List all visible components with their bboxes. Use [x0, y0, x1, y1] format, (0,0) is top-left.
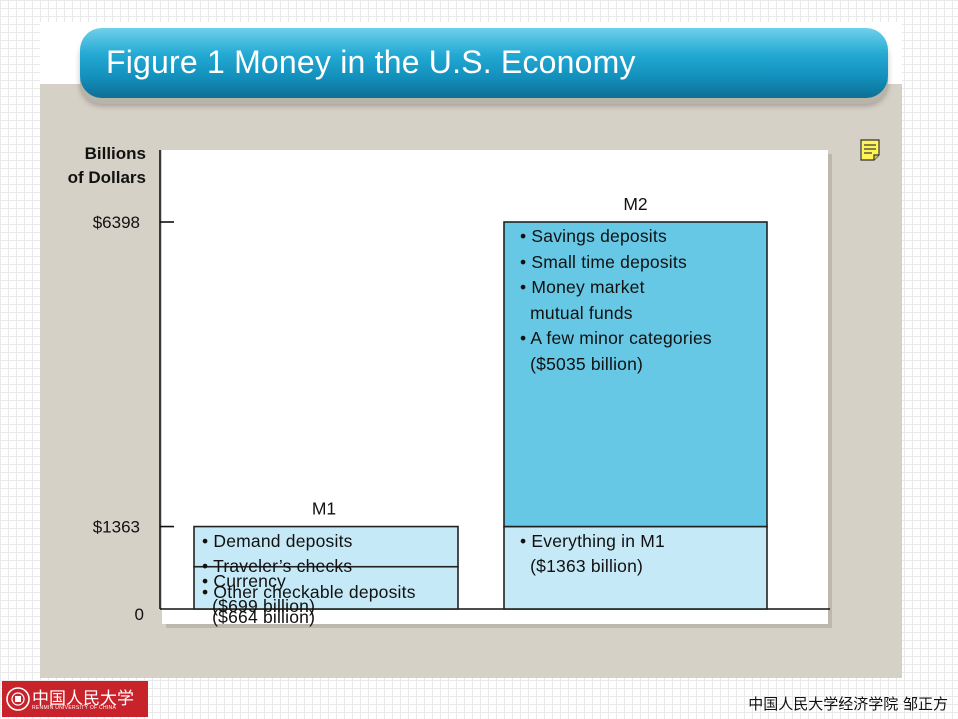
y-axis-label: Billions [85, 144, 146, 163]
bar-label-m2: M2 [623, 194, 647, 214]
bar-segment-m2-0 [503, 525, 768, 610]
university-seal-icon [6, 687, 30, 711]
bar-segment-label: • Demand deposits • Traveler’s checks • … [202, 530, 416, 628]
logo-text: 中国人民大学 [32, 689, 134, 709]
bar-segment-label: • Currency ($699 billion) [202, 570, 316, 617]
footer-credit: 中国人民大学经济学院 邹正方 [748, 695, 948, 713]
bar-segment-m1-1 [193, 525, 459, 568]
y-axis-label: of Dollars [68, 168, 146, 187]
note-icon[interactable] [860, 139, 880, 161]
y-tick-label: $1363 [93, 518, 140, 537]
page-title: Figure 1 Money in the U.S. Economy [106, 44, 636, 80]
bar-segment-m1-0 [193, 565, 459, 610]
bar-label-m1: M1 [312, 499, 336, 519]
bar-segment-m2-1 [503, 221, 768, 528]
bar-segment-label: • Savings deposits • Small time deposits… [520, 226, 712, 374]
y-tick-label: 0 [135, 605, 144, 624]
bar-segment-label: • Everything in M1 ($1363 billion) [520, 530, 665, 577]
university-logo: 中国人民大学 RENMIN UNIVERSITY OF CHINA [2, 681, 148, 717]
title-bar: Figure 1 Money in the U.S. Economy [80, 28, 888, 98]
y-tick-label: $6398 [93, 213, 140, 232]
logo-subtext: RENMIN UNIVERSITY OF CHINA [32, 705, 117, 711]
